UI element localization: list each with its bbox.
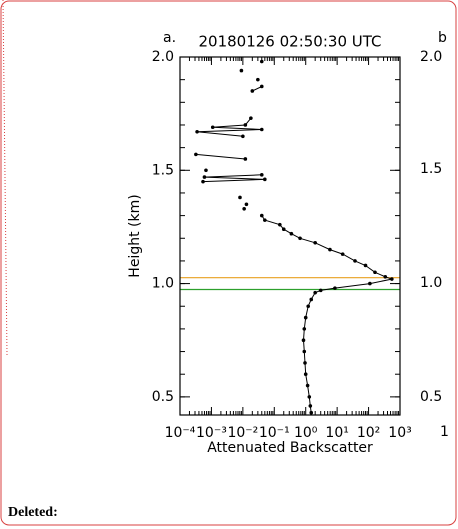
x-axis-label: Attenuated Backscatter: [207, 440, 373, 456]
data-point: [328, 247, 332, 252]
data-point: [309, 410, 314, 415]
data-point: [298, 236, 302, 241]
data-point: [259, 213, 264, 218]
data-point: [373, 270, 377, 275]
data-point: [259, 84, 264, 89]
data-point: [318, 288, 323, 293]
data-point: [383, 274, 388, 279]
x-tick-label: 10²: [357, 425, 380, 441]
data-point: [353, 259, 357, 263]
data-point: [308, 404, 313, 408]
data-point: [249, 116, 253, 120]
data-point: [278, 222, 282, 227]
data-point: [368, 281, 372, 286]
data-point: [303, 361, 307, 365]
data-point: [303, 315, 308, 320]
data-point: [201, 179, 205, 184]
y-tick-label: 1.5: [420, 161, 442, 177]
data-point: [256, 77, 260, 82]
y-tick-label: 2.0: [420, 49, 442, 65]
x-tick-label: 10⁻⁴: [165, 425, 196, 441]
data-point: [241, 134, 245, 139]
data-point: [306, 304, 311, 309]
data-point: [309, 297, 314, 302]
panel-label: b: [438, 30, 447, 46]
data-point: [238, 195, 242, 200]
x-tick-label: 10³: [388, 425, 411, 441]
y-tick-label: 0.5: [152, 389, 174, 405]
data-point: [333, 286, 337, 290]
data-point: [259, 59, 264, 64]
data-point: [259, 173, 264, 177]
data-point: [313, 240, 317, 245]
x-tick-label: 10¹: [325, 425, 348, 441]
data-point: [259, 127, 264, 132]
data-point: [289, 231, 294, 236]
data-point: [239, 68, 244, 73]
data-point: [263, 218, 267, 222]
data-point: [204, 168, 208, 173]
data-point: [194, 152, 198, 157]
y-axis-label: Height (km): [127, 194, 143, 277]
x-tick-label: 10⁻¹: [259, 425, 290, 441]
data-point: [242, 207, 246, 211]
data-point: [313, 290, 317, 295]
data-point: [340, 252, 345, 256]
y-tick-label: 1.5: [152, 162, 174, 178]
profile-line: [196, 62, 392, 413]
x-tick-label: 10⁰: [294, 425, 318, 441]
data-point: [302, 349, 307, 354]
data-point: [210, 125, 215, 130]
data-point: [305, 383, 310, 388]
y-tick-label: 0.5: [420, 389, 442, 405]
x-tick-label: 1: [440, 424, 449, 440]
chart-title: 20180126 02:50:30 UTC: [199, 33, 382, 51]
y-tick-label: 1.0: [420, 275, 442, 291]
data-point: [281, 227, 286, 232]
data-point: [244, 202, 249, 207]
data-point: [243, 157, 248, 161]
data-point: [301, 338, 306, 343]
panel-label: a.: [163, 30, 176, 46]
y-tick-label: 2.0: [152, 49, 174, 65]
data-point: [202, 175, 207, 179]
dotted-connector: [2, 0, 8, 356]
data-point: [302, 327, 307, 331]
data-point: [263, 177, 267, 182]
data-point: [307, 395, 312, 399]
data-point: [363, 263, 368, 268]
data-point: [390, 277, 394, 281]
y-tick-label: 1.0: [152, 276, 174, 292]
data-point: [195, 129, 199, 134]
data-point: [243, 123, 248, 127]
data-point: [250, 89, 255, 93]
x-tick-label: 10⁻²: [227, 425, 258, 441]
plot-frame: [179, 56, 401, 416]
data-point: [303, 372, 308, 377]
x-tick-label: 10⁻³: [196, 425, 227, 441]
deleted-label: Deleted:: [8, 505, 58, 520]
